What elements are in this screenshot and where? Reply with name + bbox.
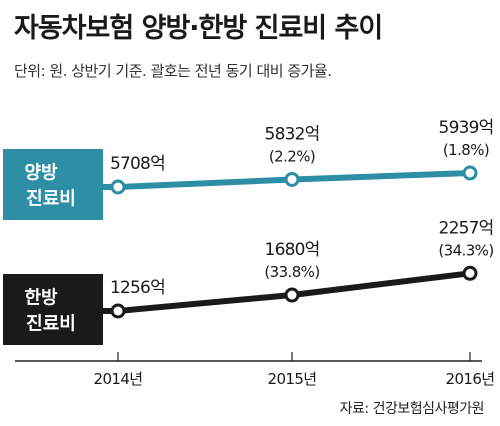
series-label-line: 한방 bbox=[24, 288, 58, 309]
data-label: 1680억 bbox=[265, 240, 320, 260]
data-label: 5708억 bbox=[110, 154, 165, 174]
x-tick-label: 2016년 bbox=[446, 370, 495, 388]
series-label-box bbox=[3, 149, 103, 220]
source-note: 자료: 건강보험심사평가원 bbox=[339, 401, 485, 417]
x-tick-label: 2014년 bbox=[94, 370, 143, 388]
series-label-box bbox=[3, 274, 103, 345]
chart-title: 자동차보험 양방·한방 진료비 추이 bbox=[14, 13, 383, 44]
growth-label: (2.2%) bbox=[269, 147, 315, 165]
data-label: 5939억 bbox=[439, 118, 494, 138]
data-label: 1256억 bbox=[110, 278, 165, 298]
growth-label: (34.3%) bbox=[438, 241, 493, 259]
series-label-line: 진료비 bbox=[26, 314, 76, 335]
chart-subtitle: 단위: 원. 상반기 기준. 괄호는 전년 동기 대비 증가율. bbox=[14, 62, 332, 80]
data-point bbox=[110, 179, 126, 195]
data-label: 2257억 bbox=[439, 218, 494, 238]
data-point bbox=[284, 171, 300, 187]
data-point bbox=[462, 265, 478, 281]
growth-label: (33.8%) bbox=[264, 263, 319, 281]
growth-label: (1.8%) bbox=[443, 141, 489, 159]
data-point bbox=[462, 165, 478, 181]
series-label-line: 양방 bbox=[24, 163, 58, 184]
data-point bbox=[110, 303, 126, 319]
data-point bbox=[284, 287, 300, 303]
data-label: 5832억 bbox=[265, 124, 320, 144]
series-label-line: 진료비 bbox=[26, 189, 76, 210]
x-tick-label: 2015년 bbox=[268, 370, 317, 388]
